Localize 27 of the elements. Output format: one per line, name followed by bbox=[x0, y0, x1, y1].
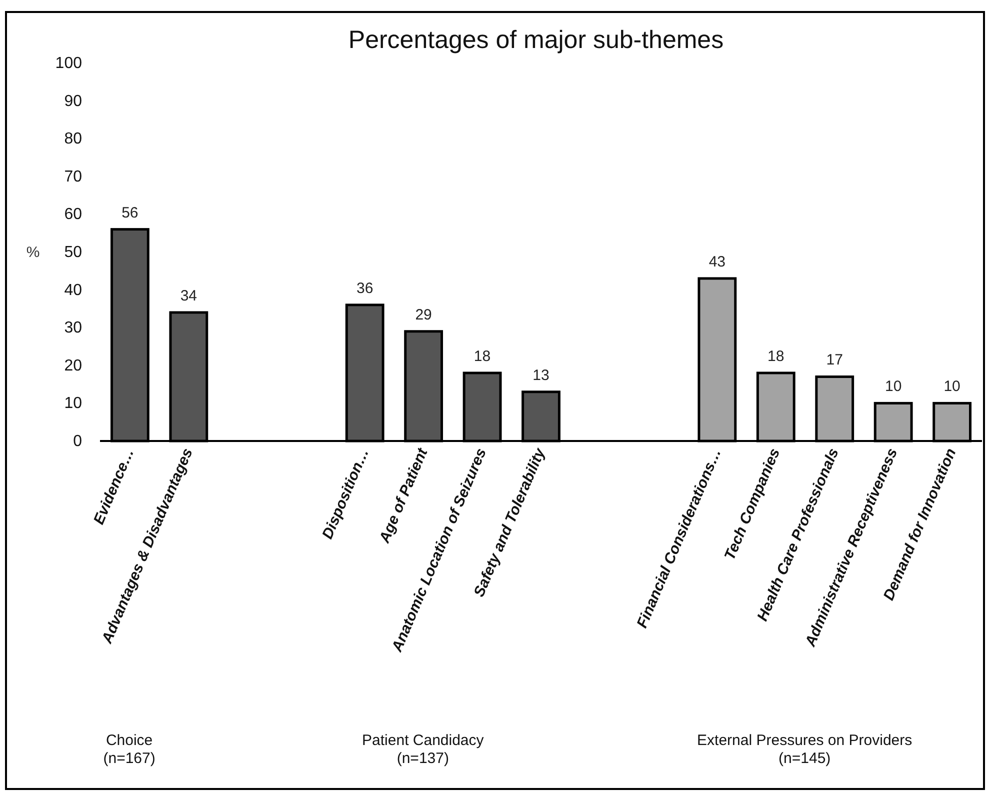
data-label: 36 bbox=[356, 280, 374, 297]
chart-title: Percentages of major sub-themes bbox=[348, 26, 724, 54]
y-tick-label: 30 bbox=[64, 320, 82, 337]
data-label: 10 bbox=[944, 378, 960, 396]
y-tick-label: 40 bbox=[64, 282, 82, 299]
data-label: 18 bbox=[474, 348, 491, 365]
y-tick-label: 60 bbox=[64, 206, 82, 224]
y-tick-label: 50 bbox=[64, 244, 82, 261]
y-tick-label: 80 bbox=[64, 130, 82, 148]
y-axis-title: % bbox=[26, 244, 40, 261]
data-label: 10 bbox=[884, 378, 902, 396]
data-label: 34 bbox=[180, 287, 198, 304]
data-label: 56 bbox=[122, 204, 138, 222]
data-label: 18 bbox=[768, 348, 784, 365]
y-tick-label: 70 bbox=[64, 168, 82, 186]
text: Choice (n=167) bbox=[103, 732, 156, 767]
text: Patient Candidacy (n=137) bbox=[362, 732, 484, 767]
y-tick-label: 90 bbox=[64, 92, 82, 110]
y-tick-label: 0 bbox=[73, 433, 82, 450]
y-tick-label: 100 bbox=[55, 55, 82, 72]
data-label: 29 bbox=[415, 306, 432, 324]
y-tick-label: 20 bbox=[64, 357, 82, 374]
data-label: 17 bbox=[826, 352, 843, 369]
y-tick-label: 10 bbox=[64, 395, 82, 412]
data-label: 43 bbox=[708, 253, 726, 270]
data-label: 13 bbox=[532, 366, 550, 384]
text: External Pressures on Providers (n=145) bbox=[697, 732, 912, 767]
